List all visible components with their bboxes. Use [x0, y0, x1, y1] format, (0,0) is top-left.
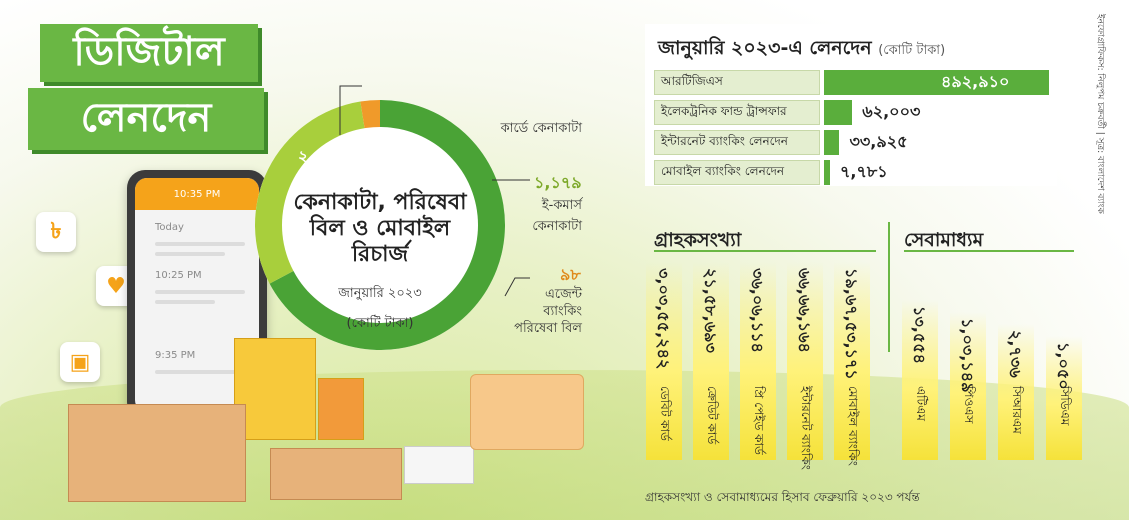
customer-value: ২১,৫৮,৬৯৩ [701, 268, 720, 353]
transaction-label: ইলেকট্রনিক ফান্ড ট্রান্সফার [654, 100, 820, 125]
phone-day: Today [155, 222, 184, 233]
transaction-label: আরটিজিএস [654, 70, 820, 95]
channels-title: সেবামাধ্যম [904, 229, 984, 251]
section-divider [888, 222, 890, 352]
donut-center-unit: (কোটি টাকা) [346, 316, 414, 331]
taka-icon: ৳ [36, 212, 76, 252]
transactions-unit: (কোটি টাকা) [878, 43, 946, 58]
transaction-bar [824, 100, 853, 125]
segment-value-agent: ৯৮ [560, 265, 581, 284]
transaction-value: ৩৩,৯২৫ [849, 132, 908, 151]
transaction-value: ৬২,০০৩ [862, 102, 921, 121]
phone-line [155, 242, 245, 246]
transaction-value: ৪৯২,৯১০ [941, 72, 1010, 91]
customer-column [740, 262, 776, 460]
credit-card-illustration [470, 374, 584, 450]
customers-underline [654, 250, 876, 252]
transaction-label: ইন্টারনেট ব্যাংকিং লেনদেন [654, 130, 820, 155]
shopping-bag-illustration [234, 338, 316, 440]
transactions-title-text: জানুয়ারি ২০২৩-এ লেনদেন [658, 37, 872, 59]
channel-column [902, 300, 938, 460]
donut-chart [255, 100, 505, 350]
customer-label: ক্রেডিট কার্ড [705, 386, 719, 445]
transaction-bar [824, 70, 1049, 95]
channel-label: এটিএম [914, 386, 928, 421]
transaction-bar [824, 130, 840, 155]
customer-value: ৬৬,৬৬,১৬৪ [795, 268, 814, 353]
phone-clock: 10:35 PM [173, 188, 221, 200]
customer-value: ৩৬,০৬,১১৪ [748, 268, 767, 353]
channel-value: ১,০৫০ [1054, 342, 1073, 390]
segment-value-card: ২,৬২১ [298, 147, 346, 166]
channel-label: সিআরএম [1010, 386, 1024, 434]
customer-value: ১৯,৬৭,৫৩,১৭১ [842, 268, 861, 380]
donut-center-title: কেনাকাটা, পরিষেবা বিল ও মোবাইল রিচার্জ [293, 190, 467, 267]
customer-column [787, 262, 823, 460]
channel-column [1046, 336, 1082, 460]
shopping-bag-illustration [318, 378, 364, 440]
customer-column [646, 262, 682, 460]
phone-line [155, 300, 215, 304]
transaction-bar [824, 160, 830, 185]
segment-label-card: কার্ডে কেনাকাটা [500, 121, 582, 136]
channel-label: পিওএস [962, 386, 976, 424]
phone-line [155, 290, 245, 294]
channel-value: ১,০৩,১৪৯ [958, 318, 977, 393]
credit-line: ইনফোগ্রাফিকস: নিলুপম চক্রবর্তী | সূত্র: … [1095, 14, 1105, 214]
title-line1: ডিজিটাল [40, 24, 258, 82]
gift-box-illustration [404, 446, 474, 484]
customer-label: প্রি পেইড কার্ড [752, 386, 766, 455]
channel-label: সিডিএম [1058, 386, 1072, 426]
transactions-title: জানুয়ারি ২০২৩-এ লেনদেন (কোটি টাকা) [658, 34, 945, 66]
parcel-box-illustration [68, 404, 246, 502]
footnote: গ্রাহকসংখ্যা ও সেবামাধ্যমের হিসাব ফেব্রু… [645, 490, 920, 504]
donut-center-subtitle: জানুয়ারি ২০২৩ [338, 286, 422, 301]
customer-label: ইন্টারনেট ব্যাংকিং [799, 386, 813, 470]
channel-value: ২,৭৩৬ [1006, 330, 1025, 378]
bag-icon: ▣ [60, 342, 100, 382]
channel-column [950, 312, 986, 460]
phone-status-bar: 10:35 PM [135, 178, 259, 210]
segment-label-agent: এজেন্ট ব্যাংকিং পরিষেবা বিল [514, 287, 582, 336]
customer-column [834, 262, 870, 460]
channel-value: ১৩,৫৫৪ [910, 306, 929, 365]
customers-title: গ্রাহকসংখ্যা [654, 229, 742, 251]
customer-column [693, 262, 729, 460]
channels-underline [904, 250, 1074, 252]
segment-label-ecommerce: ই-কমার্স কেনাকাটা [532, 198, 582, 234]
phone-time2: 9:35 PM [155, 350, 196, 361]
parcel-box-illustration [270, 448, 402, 500]
title-line2: লেনদেন [28, 88, 264, 150]
phone-line [155, 252, 225, 256]
channel-column [998, 324, 1034, 460]
customer-value: ৩,০৩,৫৫,২৪২ [654, 268, 673, 370]
transaction-label: মোবাইল ব্যাংকিং লেনদেন [654, 160, 820, 185]
phone-line [155, 370, 245, 374]
phone-time1: 10:25 PM [155, 270, 202, 281]
segment-value-ecommerce: ১,১৭৯ [534, 173, 582, 192]
transaction-value: ৭,৭৮১ [840, 162, 888, 181]
customer-label: মোবাইল ব্যাংকিং [846, 386, 860, 466]
customer-label: ডেবিট কার্ড [658, 386, 672, 441]
